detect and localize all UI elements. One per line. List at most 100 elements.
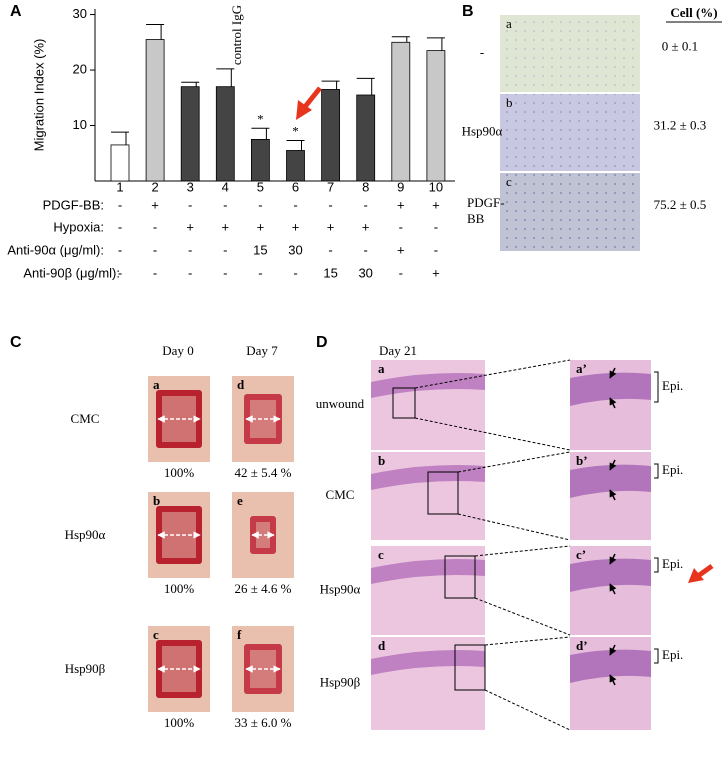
row-label: CMC [326, 487, 355, 502]
bar [110, 144, 130, 182]
column-header: Cell (%) [670, 5, 717, 20]
zoom-guide [457, 451, 571, 473]
epidermis [371, 650, 485, 675]
row-label: PDGF- [467, 195, 505, 210]
image-letter: a [378, 361, 385, 376]
arrow [609, 459, 617, 471]
epidermis [371, 373, 485, 398]
zoom-epidermis [570, 649, 651, 683]
treatment-cell: - [328, 242, 332, 257]
image-letter: c [153, 627, 159, 642]
bar [286, 150, 305, 182]
image-letter: d [378, 638, 386, 653]
zoom-guide [474, 597, 571, 636]
bar [391, 41, 411, 182]
epi-bracket [654, 648, 659, 664]
image-letter: b [506, 95, 513, 110]
x-tick-label: 9 [397, 179, 404, 194]
zoom-box [454, 644, 486, 691]
epi-label: Epi. [662, 647, 683, 662]
image-letter: a [506, 16, 512, 31]
zoom-box [392, 387, 416, 419]
image-letter: c [378, 547, 384, 562]
caption: 100% [164, 581, 195, 596]
treatment-cell: - [399, 219, 403, 234]
treatment-cell: - [153, 265, 157, 280]
treatment-cell: + [257, 219, 265, 234]
treatment-cell: - [258, 197, 262, 212]
x-tick-label: 1 [116, 179, 123, 194]
arrow [609, 367, 617, 379]
image-letter: c [506, 174, 512, 189]
caption: 100% [164, 715, 195, 730]
arrow [609, 644, 617, 656]
epi-label: Epi. [662, 462, 683, 477]
bar [426, 50, 446, 182]
arrow [609, 397, 617, 409]
caption: 26 ± 4.6 % [235, 581, 292, 596]
treatment-cell: - [223, 265, 227, 280]
epi-bracket [654, 463, 659, 479]
panel-label: C [10, 334, 22, 351]
image-letter: c’ [576, 547, 586, 562]
row-label: Hsp90β [65, 661, 106, 676]
treatment-cell: + [222, 219, 230, 234]
image-letter: b [153, 493, 160, 508]
panel-label: A [10, 3, 22, 20]
treatment-cell: - [293, 265, 297, 280]
treatment-cell: - [188, 242, 192, 257]
micrograph-cells [500, 94, 640, 171]
zoom-box [427, 471, 459, 515]
row-label: Hsp90α [462, 123, 503, 138]
zoom-epidermis [570, 372, 651, 406]
bar [180, 86, 200, 182]
treatment-cell: - [223, 197, 227, 212]
treatment-cell: - [188, 197, 192, 212]
treatment-cell: + [397, 197, 405, 212]
micrograph-cells [500, 15, 640, 92]
row-label: - [480, 44, 484, 59]
treatment-cell: - [223, 242, 227, 257]
treatment-cell: - [258, 265, 262, 280]
treatment-cell: + [432, 265, 440, 280]
treatment-cell: - [118, 197, 122, 212]
zoom-guide [474, 545, 571, 557]
image-letter: f [237, 627, 242, 642]
cell-value: 31.2 ± 0.3 [654, 117, 707, 132]
column-header: Day 0 [162, 343, 193, 358]
x-tick-label: 7 [327, 179, 334, 194]
x-tick-label: 4 [222, 179, 229, 194]
epi-label: Epi. [662, 556, 683, 571]
micrograph-cells [500, 173, 640, 251]
image-letter: b [378, 453, 385, 468]
panel-label: B [462, 3, 474, 20]
y-tick-label: 10 [73, 117, 87, 132]
bar [250, 138, 270, 182]
treatment-label: PDGF-BB: [43, 197, 104, 212]
y-axis-label: Migration Index (%) [31, 39, 46, 152]
treatment-cell: - [328, 197, 332, 212]
red-arrow [696, 563, 714, 579]
treatment-cell: + [362, 219, 370, 234]
x-tick-label: 8 [362, 179, 369, 194]
bar [215, 86, 235, 182]
y-tick-label: 20 [73, 61, 87, 76]
treatment-cell: - [434, 242, 438, 257]
treatment-cell: - [153, 242, 157, 257]
image-letter: a’ [576, 361, 587, 376]
row-label: Hsp90β [320, 674, 361, 689]
red-arrow [302, 86, 322, 110]
row-label: unwound [316, 396, 365, 411]
treatment-cell: - [153, 219, 157, 234]
image-letter: d’ [576, 638, 588, 653]
image-letter: d [237, 377, 245, 392]
zoom-guide [484, 636, 571, 646]
treatment-cell: - [399, 265, 403, 280]
treatment-cell: 15 [253, 242, 267, 257]
treatment-cell: + [397, 242, 405, 257]
treatment-cell: 15 [323, 265, 337, 280]
x-tick-label: 10 [429, 179, 443, 194]
caption: 33 ± 6.0 % [235, 715, 292, 730]
column-header: Day 7 [246, 343, 278, 358]
